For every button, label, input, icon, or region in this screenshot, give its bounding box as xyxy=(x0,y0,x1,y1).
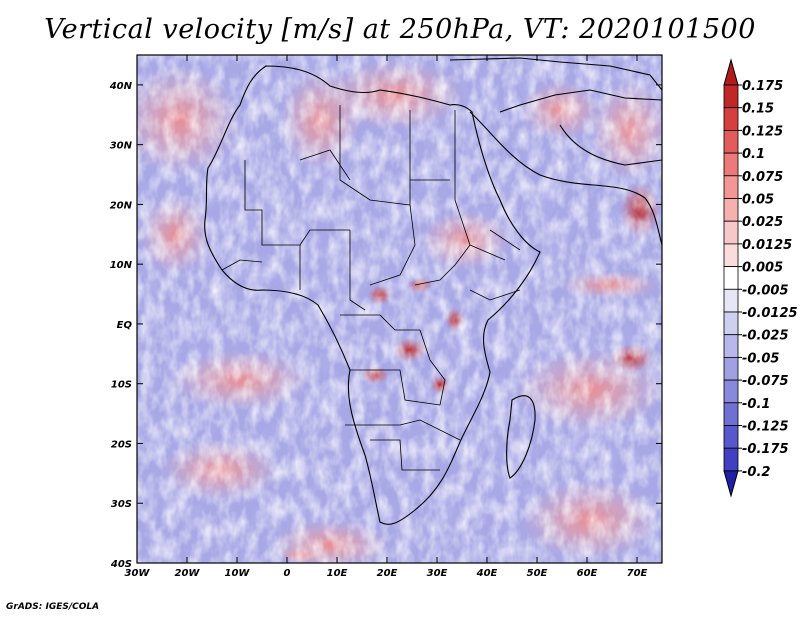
colorbar-swatch xyxy=(723,266,739,290)
lon-tick-label: 60E xyxy=(577,568,598,579)
lat-tick-label: 30N xyxy=(110,141,133,152)
borders xyxy=(221,105,521,471)
colorbar-swatch xyxy=(723,107,739,131)
lon-tick-label: 70E xyxy=(627,568,648,579)
colorbar-label: -0.05 xyxy=(742,351,779,366)
colorbar-label: 0.075 xyxy=(742,170,783,185)
colorbar-label: 0.0125 xyxy=(742,238,792,253)
colorbar-swatch xyxy=(723,175,739,199)
lon-tick-label: 20W xyxy=(175,568,201,579)
lat-tick-label: 40N xyxy=(109,81,133,92)
velocity-field xyxy=(137,55,662,563)
colorbar-label: 0.175 xyxy=(742,79,783,94)
colorbar-label: 0.005 xyxy=(742,261,783,276)
colorbar-swatch xyxy=(723,84,739,109)
lat-tick-label: 10S xyxy=(111,380,132,391)
lat-tick-label: 20S xyxy=(111,439,132,450)
colorbar: 0.175 0.15 0.125 0.1 0.075 0.05 0.025 0.0125 0.0… xyxy=(723,58,798,498)
colorbar-label: -0.2 xyxy=(742,465,770,480)
colorbar-top-cap xyxy=(723,58,739,86)
lon-tick-label: 0 xyxy=(284,568,291,579)
colorbar-swatch xyxy=(723,152,739,177)
lon-tick-label: 30E xyxy=(427,568,448,579)
colorbar-swatch xyxy=(723,447,739,472)
colorbar-swatch xyxy=(723,129,739,154)
colorbar-label: -0.1 xyxy=(742,397,770,412)
lon-tick-label: 40E xyxy=(476,568,498,579)
colorbar-label: -0.005 xyxy=(742,283,789,298)
coastlines xyxy=(204,57,662,525)
colorbar-swatch xyxy=(723,356,739,381)
colorbar-label: -0.175 xyxy=(742,442,789,457)
colorbar-label: 0.1 xyxy=(742,147,765,162)
colorbar-swatch xyxy=(723,425,739,449)
colorbar-swatch xyxy=(723,311,739,336)
credit-text: GrADS: IGES/COLA xyxy=(6,602,100,612)
lon-tick-label: 30W xyxy=(125,568,151,579)
colorbar-swatch xyxy=(723,402,739,426)
colorbar-swatch xyxy=(723,220,739,245)
colorbar-swatch xyxy=(723,198,739,222)
colorbar-label: 0.125 xyxy=(742,124,783,139)
colorbar-label: 0.05 xyxy=(742,193,774,208)
colorbar-label: -0.0125 xyxy=(742,306,798,321)
colorbar-label: 0.025 xyxy=(742,215,783,230)
colorbar-label: -0.025 xyxy=(742,329,789,344)
lat-tick-label: 10N xyxy=(110,260,133,271)
map-title: Vertical velocity [m/s] at 250hPa, VT: 2… xyxy=(44,14,756,45)
colorbar-swatch xyxy=(723,243,739,267)
lat-tick-label: 20N xyxy=(110,200,133,211)
lon-tick-label: 20E xyxy=(377,568,398,579)
colorbar-swatch xyxy=(723,334,739,358)
colorbar-swatch xyxy=(723,288,739,313)
plot-frame xyxy=(136,54,663,564)
lon-tick-label: 10E xyxy=(327,568,348,579)
colorbar-label: -0.125 xyxy=(742,420,789,435)
lat-tick-label: EQ xyxy=(117,320,133,331)
lon-tick-label: 50E xyxy=(527,568,548,579)
colorbar-label: 0.15 xyxy=(742,102,774,117)
colorbar-bottom-cap xyxy=(723,470,739,498)
lat-tick-label: 40S xyxy=(110,559,132,570)
colorbar-label: -0.075 xyxy=(742,374,789,389)
lon-tick-label: 10W xyxy=(225,568,251,579)
colorbar-swatch xyxy=(723,379,739,404)
lat-tick-label: 30S xyxy=(111,499,132,510)
